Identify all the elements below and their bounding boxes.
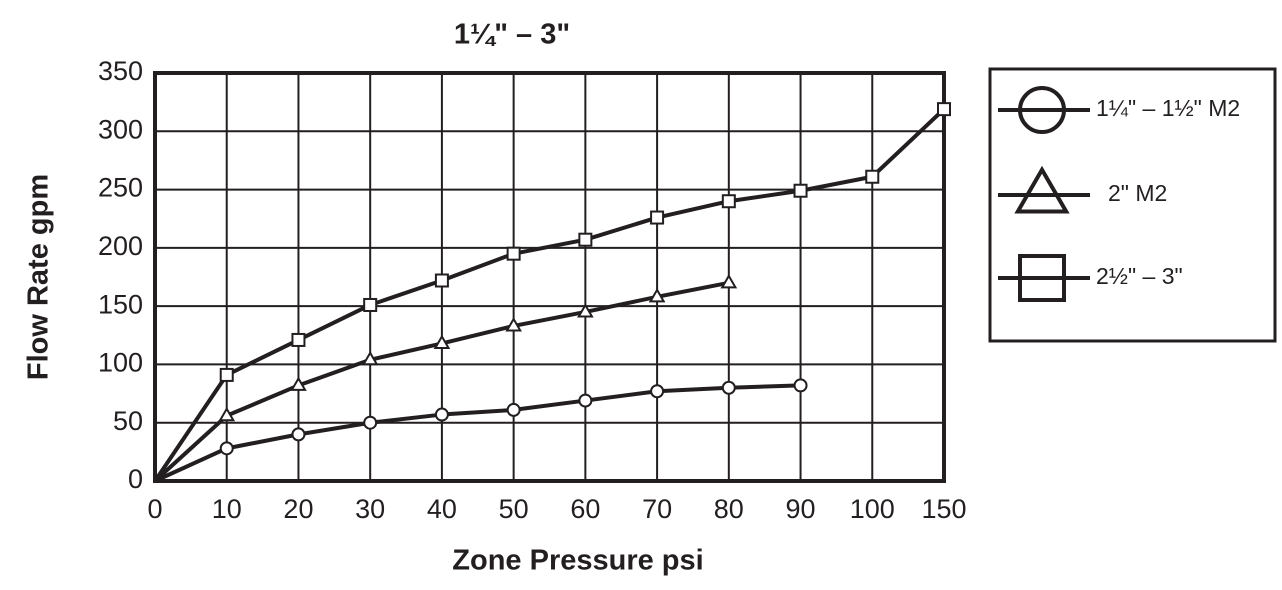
x-tick-label: 50 bbox=[499, 494, 529, 524]
data-point bbox=[290, 376, 307, 391]
data-point bbox=[219, 441, 234, 456]
legend-label: 2½" – 3" bbox=[1096, 263, 1183, 289]
series-line bbox=[153, 107, 946, 483]
data-point bbox=[578, 393, 593, 408]
data-point bbox=[650, 210, 665, 225]
y-tick-label: 200 bbox=[98, 231, 143, 261]
x-tick-label: 70 bbox=[642, 494, 672, 524]
data-point bbox=[720, 273, 738, 289]
x-axis-title: Zone Pressure psi bbox=[452, 545, 703, 577]
legend-marker bbox=[1018, 86, 1066, 134]
data-point bbox=[506, 402, 521, 417]
x-tick-label: 100 bbox=[850, 494, 895, 524]
x-tick-label: 20 bbox=[283, 494, 313, 524]
data-point bbox=[505, 317, 522, 332]
x-tick-label: 90 bbox=[786, 494, 816, 524]
x-tick-label: 40 bbox=[427, 494, 457, 524]
data-point bbox=[219, 367, 234, 382]
legend-marker bbox=[1014, 165, 1070, 214]
data-point bbox=[363, 415, 378, 430]
y-tick-label: 250 bbox=[98, 173, 143, 203]
data-point bbox=[506, 246, 521, 261]
plot-frame bbox=[153, 71, 946, 483]
y-axis-title: Flow Rate gpm bbox=[23, 174, 55, 380]
legend-label: 2" M2 bbox=[1108, 180, 1167, 206]
legend-label: 1¼" – 1½" M2 bbox=[1096, 95, 1240, 121]
chart-title: 1¼" – 3" bbox=[454, 19, 570, 51]
data-point bbox=[434, 273, 449, 288]
y-tick-label: 50 bbox=[113, 406, 143, 436]
y-tick-label: 0 bbox=[128, 464, 143, 494]
data-point bbox=[363, 297, 378, 312]
data-point bbox=[865, 169, 880, 184]
data-point bbox=[721, 194, 736, 209]
x-tick-label: 10 bbox=[212, 494, 242, 524]
y-tick-label: 150 bbox=[98, 289, 143, 319]
data-point bbox=[361, 350, 379, 366]
data-point bbox=[291, 332, 306, 347]
data-point bbox=[577, 303, 594, 318]
data-point bbox=[937, 102, 951, 117]
data-point bbox=[291, 427, 306, 442]
data-point bbox=[648, 287, 666, 303]
y-tick-label: 100 bbox=[98, 348, 143, 378]
series-line bbox=[154, 383, 801, 483]
data-point bbox=[434, 407, 449, 422]
data-point bbox=[433, 334, 451, 349]
data-point bbox=[793, 378, 808, 393]
x-tick-label: 150 bbox=[921, 494, 966, 524]
legend-marker bbox=[1018, 254, 1066, 302]
x-tick-label: 30 bbox=[355, 494, 385, 524]
data-point bbox=[650, 384, 665, 399]
data-point bbox=[578, 232, 593, 247]
x-tick-label: 60 bbox=[570, 494, 600, 524]
x-tick-label: 80 bbox=[714, 494, 744, 524]
x-tick-label: 0 bbox=[147, 494, 162, 524]
data-point bbox=[793, 183, 808, 198]
data-point bbox=[218, 406, 236, 422]
y-tick-label: 300 bbox=[98, 114, 143, 144]
data-point bbox=[721, 380, 736, 395]
legend-box bbox=[988, 67, 1277, 343]
y-tick-label: 350 bbox=[98, 56, 143, 86]
